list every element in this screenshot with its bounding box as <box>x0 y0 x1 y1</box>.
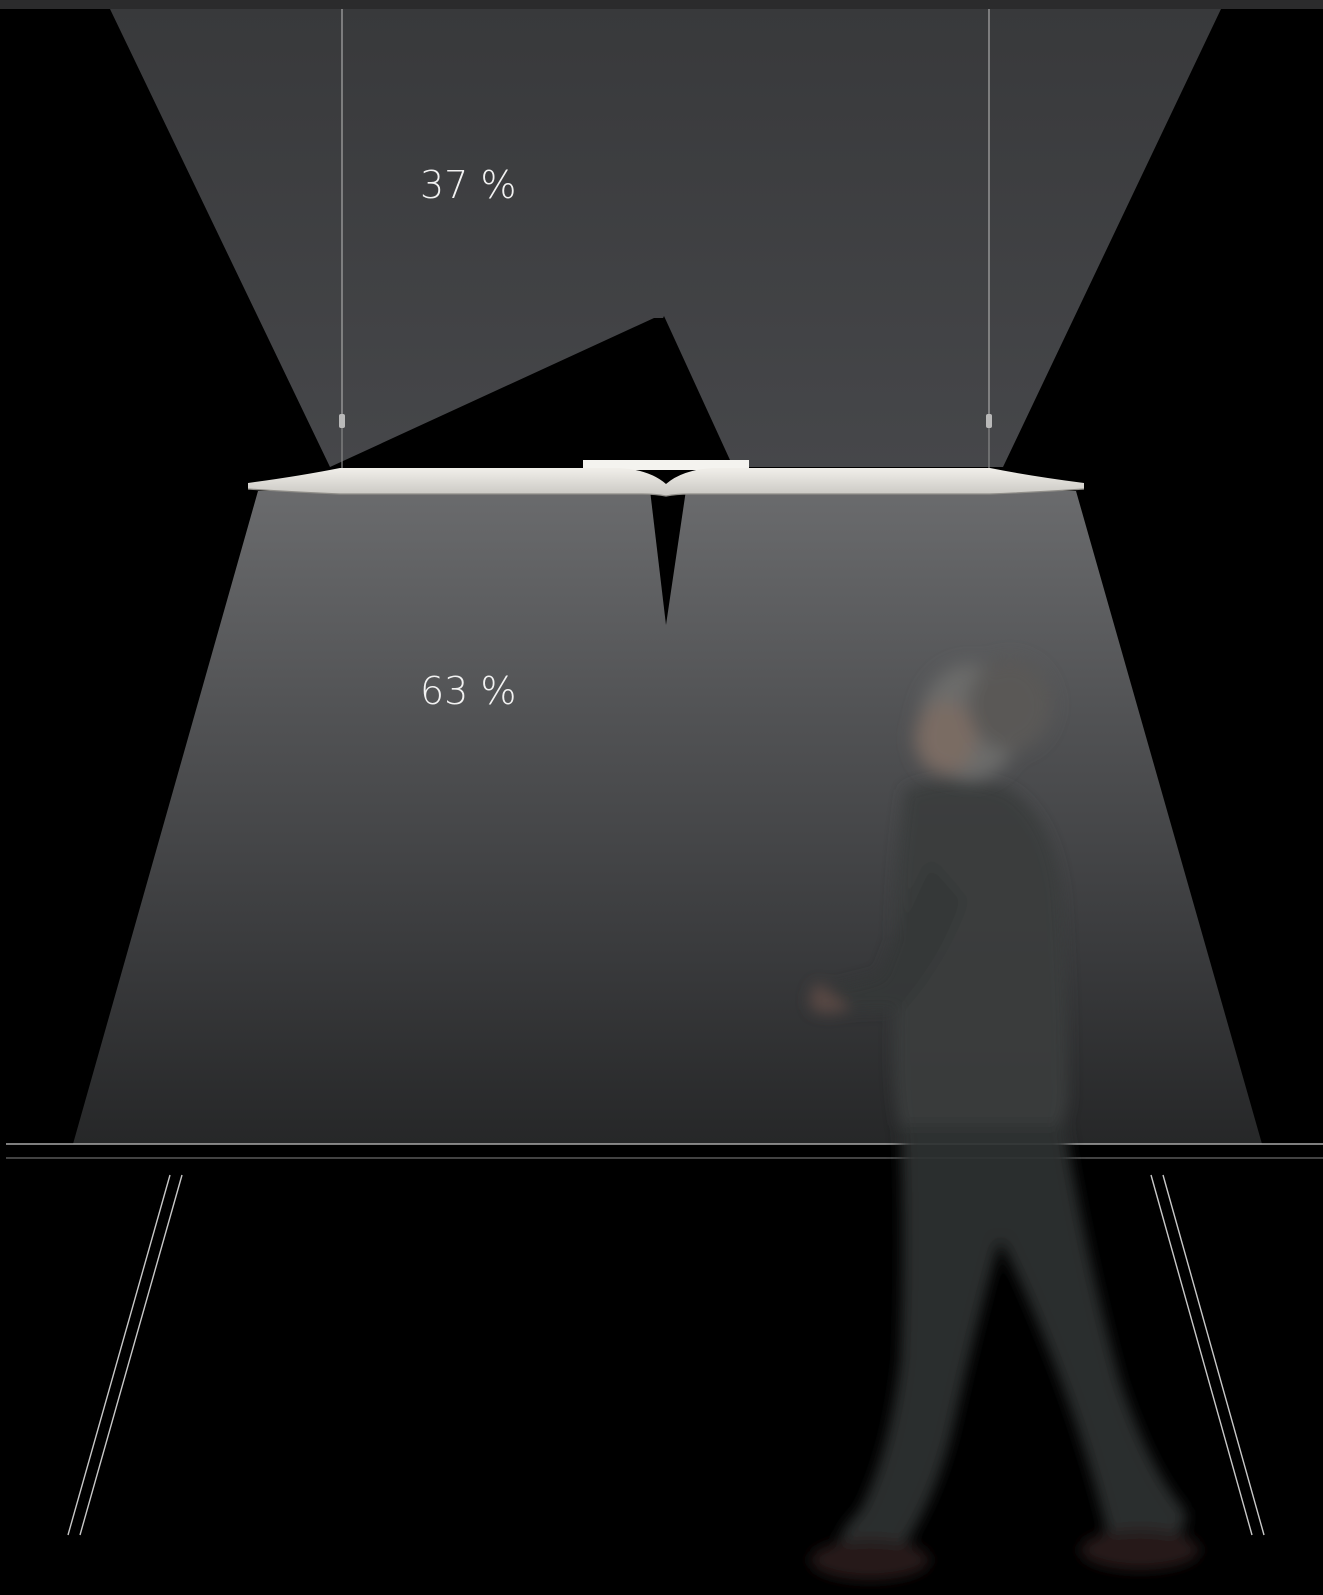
uplight-center-shadow <box>598 316 730 460</box>
walking-person-head <box>915 659 1052 780</box>
uplight-beam <box>110 9 1221 467</box>
uplight-percentage-label: 37 % <box>420 163 517 207</box>
wire-clamp-left <box>339 414 345 428</box>
ceiling-strip <box>0 0 1323 9</box>
desk-leg-left-a <box>67 1174 171 1536</box>
downlight-center-shadow <box>650 490 686 625</box>
desk-leg-right-b <box>1162 1174 1265 1536</box>
desk-leg-right-a <box>1150 1174 1253 1536</box>
walking-person-figure <box>809 780 1200 1580</box>
wire-clamp-right <box>986 414 992 428</box>
downlight-percentage-label: 63 % <box>420 669 517 713</box>
desk-leg-left-b <box>79 1174 183 1536</box>
pendant-luminaire <box>247 460 1085 497</box>
